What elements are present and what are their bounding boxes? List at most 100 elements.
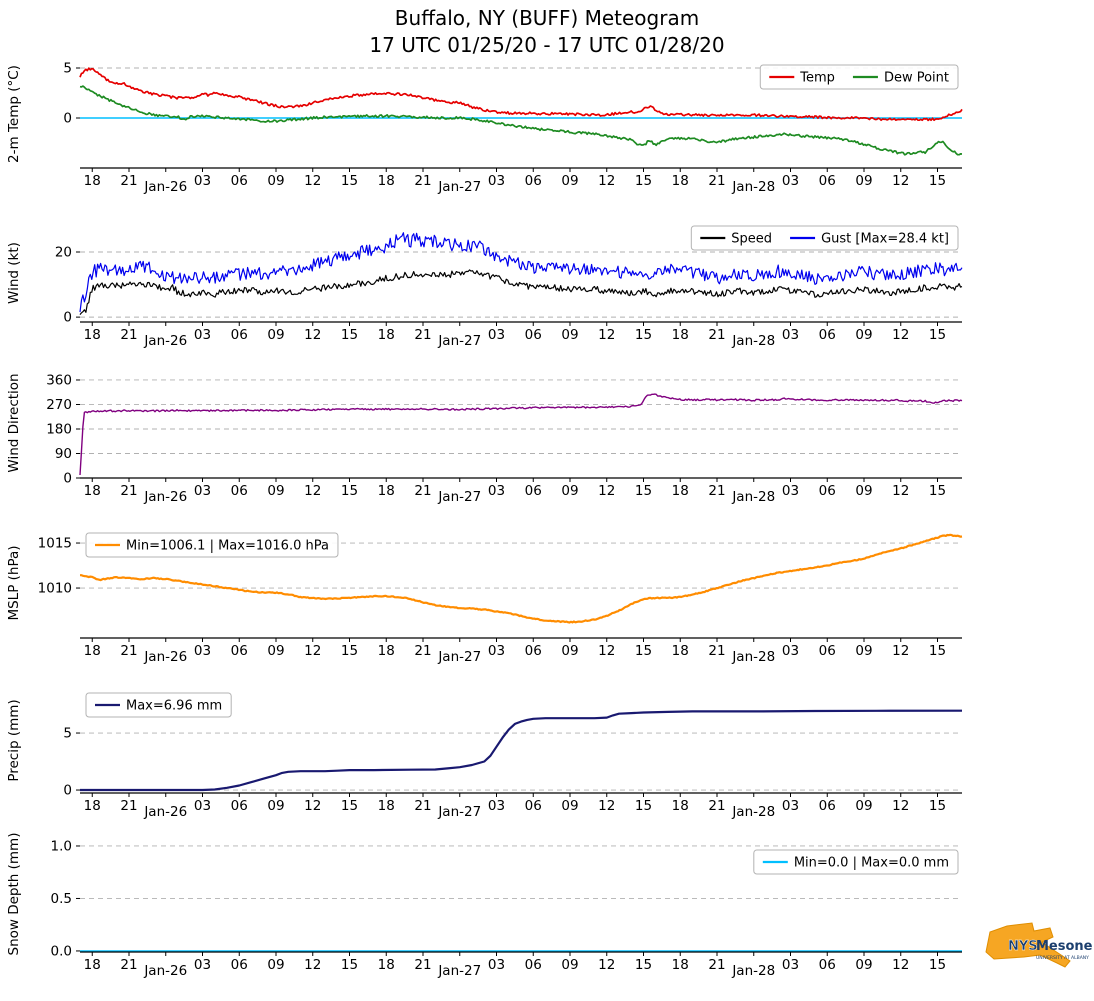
x-tick-label: 15 — [635, 957, 652, 973]
legend: Min=0.0 | Max=0.0 mm — [753, 849, 959, 875]
x-tick-label: 06 — [819, 483, 836, 499]
x-tick-label: 12 — [892, 798, 909, 814]
x-axis: 18 21 Jan-26 03 06 09 12 15 18 21 Jan-27 03 06 09 12 15… — [80, 637, 962, 665]
x-tick-label: 06 — [231, 798, 248, 814]
series-precip — [80, 709, 963, 792]
x-tick-label: 06 — [525, 798, 542, 814]
legend: Max=6.96 mm — [85, 692, 232, 718]
x-tick-label: Jan-28 — [731, 179, 775, 195]
x-tick-label: 03 — [488, 173, 505, 189]
x-tick-label: 09 — [561, 798, 578, 814]
logo-tagline-text: UNIVERSITY AT ALBANY — [1036, 955, 1089, 961]
x-tick-label: 18 — [672, 957, 689, 973]
x-tick-label: 15 — [341, 483, 358, 499]
x-tick-label: 12 — [892, 483, 909, 499]
x-tick-label: 15 — [635, 643, 652, 659]
x-tick-label: 21 — [120, 483, 137, 499]
logo-name-text: Mesonet — [1036, 939, 1092, 954]
x-tick-label: 18 — [84, 327, 101, 343]
x-tick-label: 21 — [414, 327, 431, 343]
x-tick-label: 18 — [84, 643, 101, 659]
y-axis: 50 — [63, 726, 962, 799]
x-tick-label: 21 — [708, 643, 725, 659]
x-tick-label: Jan-28 — [731, 804, 775, 820]
x-tick-label: Jan-26 — [143, 963, 187, 979]
legend-label: Gust [Max=28.4 kt] — [821, 232, 949, 247]
y-tick-label: 90 — [55, 446, 72, 462]
x-tick-label: 18 — [672, 483, 689, 499]
legend-label: Max=6.96 mm — [126, 699, 222, 714]
x-tick-label: 12 — [304, 483, 321, 499]
page-subtitle: 17 UTC 01/25/20 - 17 UTC 01/28/20 — [369, 33, 725, 57]
x-tick-label: Jan-26 — [143, 179, 187, 195]
y-tick-label: 360 — [46, 372, 72, 388]
x-tick-label: 18 — [672, 327, 689, 343]
y-tick-label: 1010 — [38, 581, 72, 597]
y-tick-label: 0.0 — [51, 943, 72, 959]
y-axis-title: Wind (kt) — [6, 242, 22, 304]
y-tick-label: 1015 — [38, 536, 72, 552]
x-axis: 18 21 Jan-26 03 06 09 12 15 18 21 Jan-27 03 06 09 12 15… — [80, 951, 962, 979]
x-tick-label: 21 — [708, 173, 725, 189]
x-tick-label: 03 — [782, 643, 799, 659]
x-tick-label: 06 — [231, 643, 248, 659]
x-tick-label: 03 — [194, 643, 211, 659]
x-tick-label: 21 — [708, 957, 725, 973]
x-tick-label: 15 — [635, 173, 652, 189]
x-tick-label: 18 — [84, 173, 101, 189]
x-tick-label: 06 — [525, 957, 542, 973]
x-tick-label: 18 — [84, 957, 101, 973]
x-tick-label: Jan-28 — [731, 963, 775, 979]
x-tick-label: 09 — [561, 957, 578, 973]
x-tick-label: 03 — [488, 957, 505, 973]
x-tick-label: 15 — [341, 957, 358, 973]
x-tick-label: 09 — [561, 643, 578, 659]
x-axis: 18 21 Jan-26 03 06 09 12 15 18 21 Jan-27 03 06 09 12 15… — [80, 477, 962, 505]
x-tick-label: 03 — [194, 483, 211, 499]
x-tick-label: Jan-26 — [143, 649, 187, 665]
x-tick-label: 03 — [782, 957, 799, 973]
x-tick-label: 15 — [635, 798, 652, 814]
x-tick-label: 03 — [782, 483, 799, 499]
x-tick-label: 06 — [525, 483, 542, 499]
chart-panel-temp: 5 0 2-m Temp (°C) 18 21 Jan-26 03 06 09 12 15 18 21 J… — [6, 61, 963, 195]
x-tick-label: 15 — [341, 643, 358, 659]
x-tick-label: 21 — [120, 957, 137, 973]
x-tick-label: 15 — [341, 798, 358, 814]
x-axis: 18 21 Jan-26 03 06 09 12 15 18 21 Jan-27 03 06 09 12 15… — [80, 792, 962, 820]
x-tick-label: 18 — [672, 173, 689, 189]
x-tick-label: 21 — [414, 957, 431, 973]
y-axis: 360 270 180 90 0 — [46, 372, 962, 487]
x-tick-label: 12 — [892, 173, 909, 189]
y-tick-label: 1.0 — [51, 838, 72, 854]
legend-label: Speed — [731, 232, 772, 247]
x-tick-label: 09 — [561, 327, 578, 343]
y-axis-title: 2-m Temp (°C) — [6, 65, 22, 163]
x-tick-label: 18 — [672, 798, 689, 814]
x-tick-label: 15 — [929, 798, 946, 814]
x-tick-label: 03 — [488, 483, 505, 499]
x-tick-label: 18 — [84, 798, 101, 814]
x-tick-label: 18 — [378, 483, 395, 499]
x-tick-label: Jan-27 — [437, 649, 481, 665]
x-tick-label: 21 — [120, 327, 137, 343]
x-tick-label: 18 — [378, 643, 395, 659]
x-tick-label: 09 — [561, 483, 578, 499]
x-tick-label: 06 — [525, 643, 542, 659]
x-tick-label: 12 — [598, 173, 615, 189]
x-tick-label: Jan-28 — [731, 649, 775, 665]
nys-mesonet-logo: NYS Mesonet UNIVERSITY AT ALBANY — [985, 922, 1092, 968]
x-tick-label: 06 — [819, 327, 836, 343]
x-tick-label: 03 — [194, 798, 211, 814]
x-tick-label: 21 — [120, 173, 137, 189]
x-tick-label: 09 — [855, 957, 872, 973]
x-tick-label: Jan-26 — [143, 333, 187, 349]
y-tick-label: 0 — [63, 783, 72, 799]
x-tick-label: 09 — [267, 643, 284, 659]
x-tick-label: 03 — [782, 327, 799, 343]
x-tick-label: 06 — [525, 327, 542, 343]
x-tick-label: 18 — [378, 173, 395, 189]
